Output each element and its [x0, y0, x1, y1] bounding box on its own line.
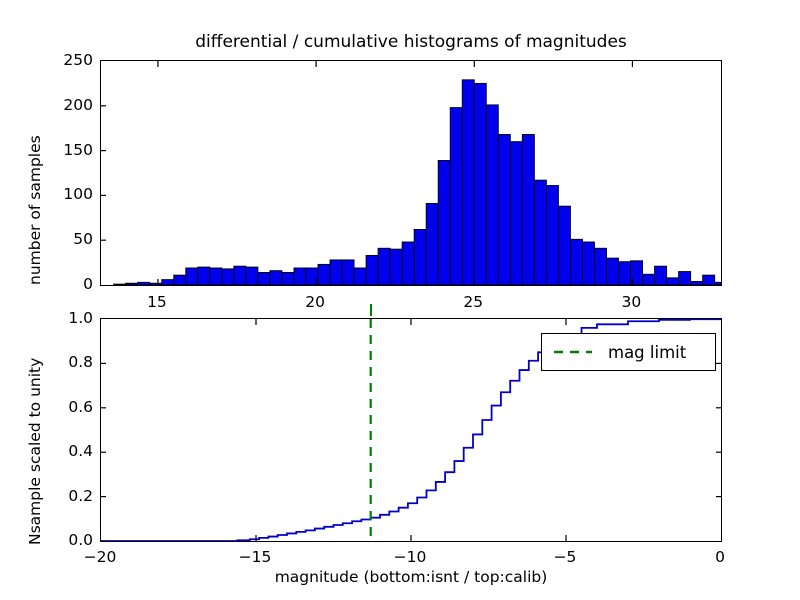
legend-dashed-line-icon: [554, 350, 592, 354]
histogram-bar: [293, 267, 307, 285]
mag-limit-tick-above: [369, 304, 372, 316]
bottom-plot-y-tick-label: 0.2: [68, 486, 93, 505]
histogram-bar: [509, 141, 523, 285]
histogram-bar: [642, 273, 656, 285]
top-plot-y-tick-label: 150: [63, 140, 93, 159]
histogram-bar: [581, 241, 595, 285]
histogram-bar: [257, 272, 271, 285]
bottom-plot-y-tick-label: 0.4: [68, 442, 93, 461]
bottom-plot-y-tick-label: 0.8: [68, 353, 93, 372]
histogram-bar: [545, 185, 559, 285]
top-plot-x-tick-label: 15: [147, 293, 167, 311]
bottom-plot-y-tick-label: 0.0: [68, 531, 93, 549]
histogram-bar: [113, 283, 127, 285]
top-plot-area: [100, 60, 722, 286]
histogram-bar: [281, 272, 295, 285]
histogram-bar: [449, 107, 463, 285]
legend: mag limit: [541, 333, 716, 371]
histogram-bar: [389, 248, 403, 285]
histogram-bar: [197, 266, 211, 285]
histogram-bar: [149, 282, 163, 285]
histogram-bar: [125, 282, 139, 285]
top-plot-x-tick-label: 30: [621, 293, 642, 311]
histogram-bar: [401, 241, 415, 285]
histogram-bar: [569, 238, 583, 285]
histogram-bar: [329, 259, 343, 285]
histogram-bar: [269, 270, 283, 285]
top-plot-y-tick-label: 200: [63, 95, 93, 114]
histogram-bar: [185, 267, 199, 285]
histogram-bar: [714, 281, 721, 285]
histogram-bar: [533, 179, 547, 285]
bottom-plot-y-tick-label: 0.6: [68, 397, 93, 416]
bottom-plot-x-axis-label: magnitude (bottom:isnt / top:calib): [274, 568, 548, 586]
top-plot-y-tick-label: 250: [63, 51, 93, 69]
bottom-plot-x-tick-label: −5: [553, 548, 577, 566]
histogram-bar: [341, 259, 355, 285]
histogram-bar: [521, 134, 535, 285]
histogram-bar: [377, 247, 391, 285]
bottom-plot-x-tick-label: 0: [715, 548, 725, 566]
histogram-bar: [425, 203, 439, 285]
histogram-bar: [221, 268, 235, 285]
top-plot-y-tick-label: 0: [83, 275, 93, 293]
top-plot-x-tick-label: 20: [305, 293, 325, 311]
legend-label-mag-limit: mag limit: [608, 342, 687, 362]
histogram-bar: [557, 205, 571, 285]
histogram-bar: [690, 280, 704, 285]
histogram-bar: [654, 265, 668, 285]
bottom-plot-x-tick-label: −15: [238, 548, 272, 566]
histogram-bar: [353, 267, 367, 285]
top-plot-y-tick-label: 50: [73, 230, 93, 249]
histogram-bar: [702, 274, 716, 285]
bottom-plot-x-tick-label: −20: [83, 548, 117, 566]
histogram-bar: [678, 271, 692, 285]
histogram-svg: [101, 61, 721, 285]
histogram-bar: [437, 160, 451, 285]
histogram-bar: [209, 267, 223, 285]
histogram-bar: [473, 82, 487, 285]
histogram-bar: [137, 281, 151, 285]
histogram-bar: [173, 274, 187, 285]
histogram-bar: [594, 247, 607, 285]
histogram-bar: [245, 266, 259, 285]
bottom-plot-y-tick-label: 1.0: [68, 309, 93, 327]
histogram-bar: [497, 134, 511, 285]
page-title: differential / cumulative histograms of …: [195, 32, 627, 52]
histogram-bar: [461, 79, 475, 285]
top-plot-y-tick-label: 100: [63, 185, 93, 204]
histogram-bar: [413, 228, 427, 285]
histogram-bar: [606, 257, 619, 285]
bottom-plot-x-tick-label: −10: [393, 548, 427, 566]
histogram-bar: [233, 265, 247, 285]
histogram-bar: [666, 277, 680, 285]
histogram-bar: [485, 104, 499, 285]
histogram-bar: [618, 261, 631, 285]
top-plot-x-tick-label: 25: [463, 293, 484, 311]
histogram-bar: [161, 279, 175, 285]
histogram-bar: [317, 263, 331, 285]
histogram-bar: [365, 254, 379, 285]
